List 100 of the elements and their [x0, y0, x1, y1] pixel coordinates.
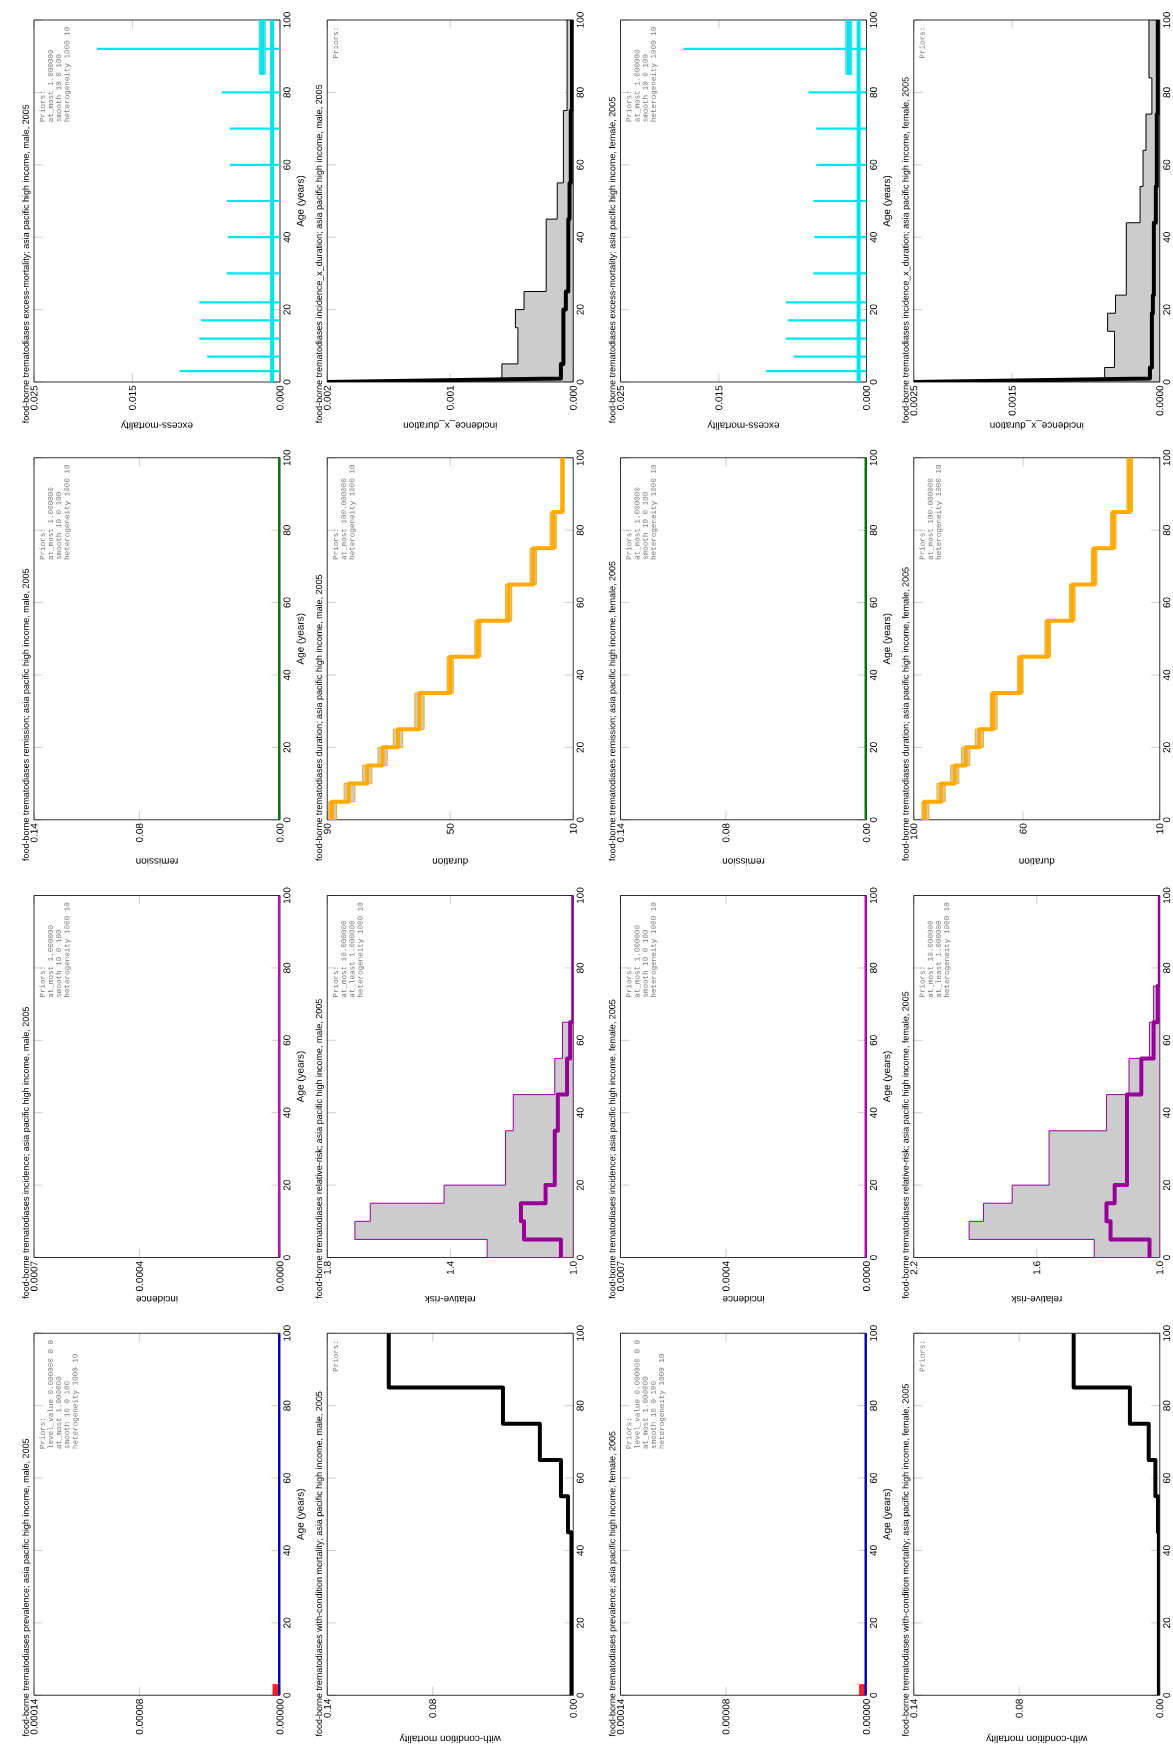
y-tick-label: 20: [869, 1179, 877, 1191]
x-tick-label: 0.025: [30, 385, 38, 410]
x-tick-label: 0.025: [616, 385, 625, 410]
x-axis-title: with-condition mortality: [399, 1733, 501, 1743]
y-tick-label: 100: [869, 1325, 877, 1341]
y-tick-label: 40: [283, 1545, 291, 1556]
y-tick-label: 60: [1163, 1472, 1171, 1484]
y-tick-label: 20: [576, 304, 584, 315]
y-tick-label: 60: [869, 1472, 877, 1484]
y-axis-title: Age (years): [296, 1489, 306, 1540]
x-tick-label: 0.002: [323, 385, 331, 410]
y-tick-label: 100: [576, 1325, 584, 1341]
x-tick-label: 1.4: [446, 1261, 454, 1274]
x-tick-label: 0.0025: [910, 385, 918, 416]
y-tick-label: 80: [1163, 1400, 1171, 1411]
x-axis-title: duration: [432, 858, 468, 866]
y-tick-label: 20: [869, 304, 877, 315]
x-axis-title: incidence: [136, 1295, 178, 1304]
x-axis-title: relative-risk: [1011, 1295, 1062, 1304]
y-tick-label: 60: [576, 597, 584, 608]
y-tick-label: 20: [576, 1617, 584, 1628]
y-tick-label: 0: [869, 817, 877, 823]
text: food-borne trematodiases excess-mortality; asia pacific high income, male, 2005: [22, 104, 31, 424]
y-tick-label: 0: [1163, 379, 1171, 385]
x-tick-label: 1.0: [1156, 1261, 1164, 1274]
y-tick-label: 80: [869, 87, 877, 98]
y-tick-label: 0: [576, 1255, 584, 1260]
y-tick-label: 40: [283, 669, 291, 681]
y-tick-label: 40: [869, 232, 877, 243]
y-tick-label: 60: [283, 1035, 291, 1046]
y-tick-label: 100: [1163, 1325, 1171, 1341]
y-tick-label: 100: [576, 449, 584, 466]
y-axis-title: Age (years): [882, 1489, 893, 1540]
y-tick-label: 20: [1163, 1179, 1171, 1191]
y-tick-label: 80: [576, 525, 584, 536]
y-tick-label: 0: [576, 379, 584, 385]
y-tick-label: 0: [1163, 1255, 1171, 1260]
y-tick-label: 100: [576, 12, 584, 28]
x-tick-label: 0.08: [722, 823, 730, 843]
y-tick-label: 0: [283, 1692, 291, 1698]
x-tick-label: 0.00008: [135, 1699, 143, 1735]
x-tick-label: 0.000: [276, 385, 284, 410]
y-tick-label: 60: [869, 159, 877, 170]
x-tick-label: 0.00014: [616, 1698, 625, 1735]
y-axis-title: Age (years): [882, 1051, 893, 1103]
y-tick-label: 100: [283, 12, 291, 28]
text: food-borne trematodiases remission; asia pacific high income, female, 2005: [608, 561, 618, 861]
text: food-borne trematodiases incidence; asia pacific high income, male, 2005: [22, 1007, 31, 1299]
x-tick-label: 10: [1156, 823, 1164, 834]
y-tick-label: 100: [1163, 887, 1171, 904]
y-tick-label: 40: [576, 232, 584, 243]
x-axis-title: remission: [722, 858, 765, 866]
x-tick-label: 0.00000: [276, 1699, 284, 1735]
x-axis-title: with-condition mortality: [986, 1733, 1088, 1743]
y-tick-label: 80: [1163, 962, 1171, 974]
x-tick-label: 0.0015: [1008, 385, 1016, 416]
x-tick-label: 0.00: [862, 823, 871, 843]
x-tick-label: 0.000: [569, 385, 577, 410]
y-tick-label: 20: [283, 304, 291, 315]
x-tick-label: 0.015: [128, 385, 136, 410]
y-tick-label: 100: [869, 449, 877, 466]
y-tick-label: 60: [869, 597, 877, 608]
x-tick-label: 2.2: [910, 1261, 918, 1275]
x-tick-label: 0.0000: [862, 1261, 871, 1291]
y-tick-label: 0: [283, 379, 291, 385]
x-tick-label: 0.14: [30, 823, 38, 843]
y-tick-label: 20: [1163, 1617, 1171, 1628]
y-tick-label: 100: [869, 12, 877, 28]
y-tick-label: 40: [869, 1107, 877, 1119]
x-tick-label: 50: [446, 823, 454, 834]
y-tick-label: 40: [869, 669, 877, 681]
y-tick-label: 40: [576, 669, 584, 681]
y-tick-label: 20: [1163, 304, 1171, 315]
y-tick-label: 20: [283, 1179, 291, 1191]
y-tick-label: 80: [1163, 525, 1171, 536]
x-tick-label: 0.08: [429, 1699, 437, 1718]
y-tick-label: 40: [283, 232, 291, 243]
y-axis-title: Age (years): [296, 175, 306, 227]
x-tick-label: 0.00014: [30, 1698, 38, 1735]
x-tick-label: 0.14: [616, 823, 625, 843]
x-tick-label: 0.08: [135, 823, 143, 843]
x-axis-title: remission: [136, 858, 178, 866]
y-tick-label: 40: [576, 1107, 584, 1119]
x-tick-label: 0.0007: [616, 1261, 625, 1291]
x-tick-label: 1.0: [569, 1261, 577, 1274]
y-tick-label: 0: [869, 379, 877, 385]
y-tick-label: 40: [1163, 232, 1171, 243]
y-tick-label: 80: [283, 1400, 291, 1411]
x-tick-label: 0.14: [323, 1698, 331, 1718]
y-tick-label: 100: [1163, 449, 1171, 466]
x-tick-label: 0.0007: [30, 1261, 38, 1291]
text: food-borne trematodiases with-condition mortality; asia pacific high income, female, 2005: [902, 1384, 911, 1737]
y-tick-label: 20: [576, 1179, 584, 1191]
y-tick-label: 80: [283, 87, 291, 98]
text: food-borne trematodiases prevalence; asia pacific high income, male, 2005: [22, 1438, 31, 1737]
y-tick-label: 40: [283, 1107, 291, 1119]
y-tick-label: 60: [283, 1472, 291, 1484]
y-tick-label: 20: [283, 742, 291, 753]
x-tick-label: 0.00: [569, 1699, 577, 1718]
y-axis-title: Age (years): [296, 1051, 306, 1103]
